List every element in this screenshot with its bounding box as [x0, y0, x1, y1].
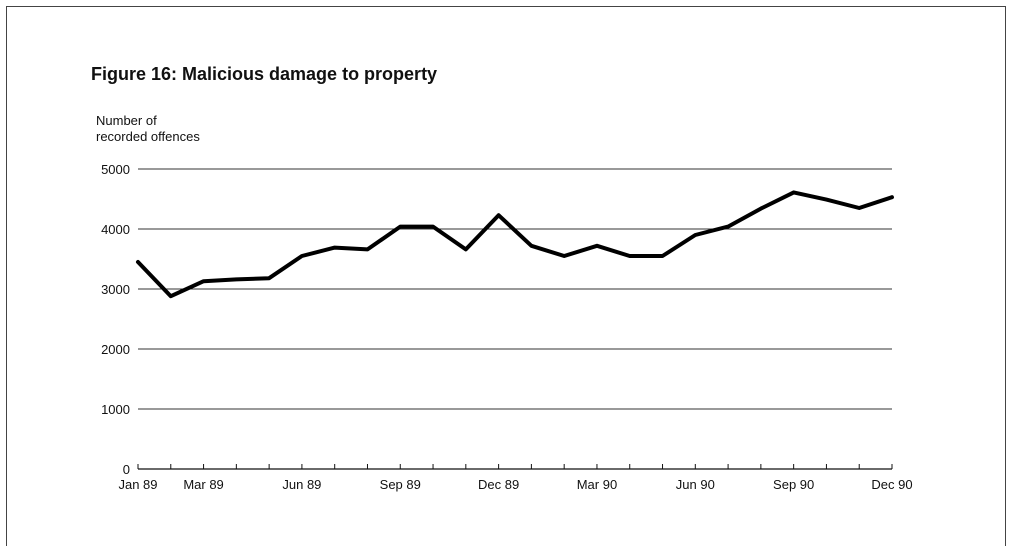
series-layer [138, 192, 892, 296]
x-tick-label: Dec 89 [478, 477, 519, 492]
x-tick-label: Jun 90 [676, 477, 715, 492]
y-tick-label: 1000 [101, 402, 130, 417]
x-tick-label: Jun 89 [282, 477, 321, 492]
x-axis: Jan 89 Mar 89 Jun 89 Sep 89 Dec 89 Mar 90 Jun … [118, 464, 912, 492]
y-tick-label: 5000 [101, 162, 130, 177]
x-tick-label: Mar 89 [183, 477, 223, 492]
series-line-0 [138, 192, 892, 296]
y-tick-label: 4000 [101, 222, 130, 237]
y-axis-label-line-2: recorded offences [96, 129, 200, 144]
x-tick-label: Sep 90 [773, 477, 814, 492]
y-axis-ticks: 0 1000 2000 3000 4000 5000 [101, 162, 130, 477]
gridlines [138, 169, 892, 409]
x-tick-label: Sep 89 [380, 477, 421, 492]
y-tick-label: 3000 [101, 282, 130, 297]
x-tick-label: Dec 90 [871, 477, 912, 492]
line-chart: Figure 16: Malicious damage to property … [7, 7, 1007, 547]
x-tick-label: Mar 90 [577, 477, 617, 492]
chart-title: Figure 16: Malicious damage to property [91, 64, 437, 84]
y-tick-label: 0 [123, 462, 130, 477]
figure-frame: Figure 16: Malicious damage to property … [6, 6, 1006, 546]
x-tick-label: Jan 89 [118, 477, 157, 492]
y-tick-label: 2000 [101, 342, 130, 357]
y-axis-label-line-1: Number of [96, 113, 157, 128]
